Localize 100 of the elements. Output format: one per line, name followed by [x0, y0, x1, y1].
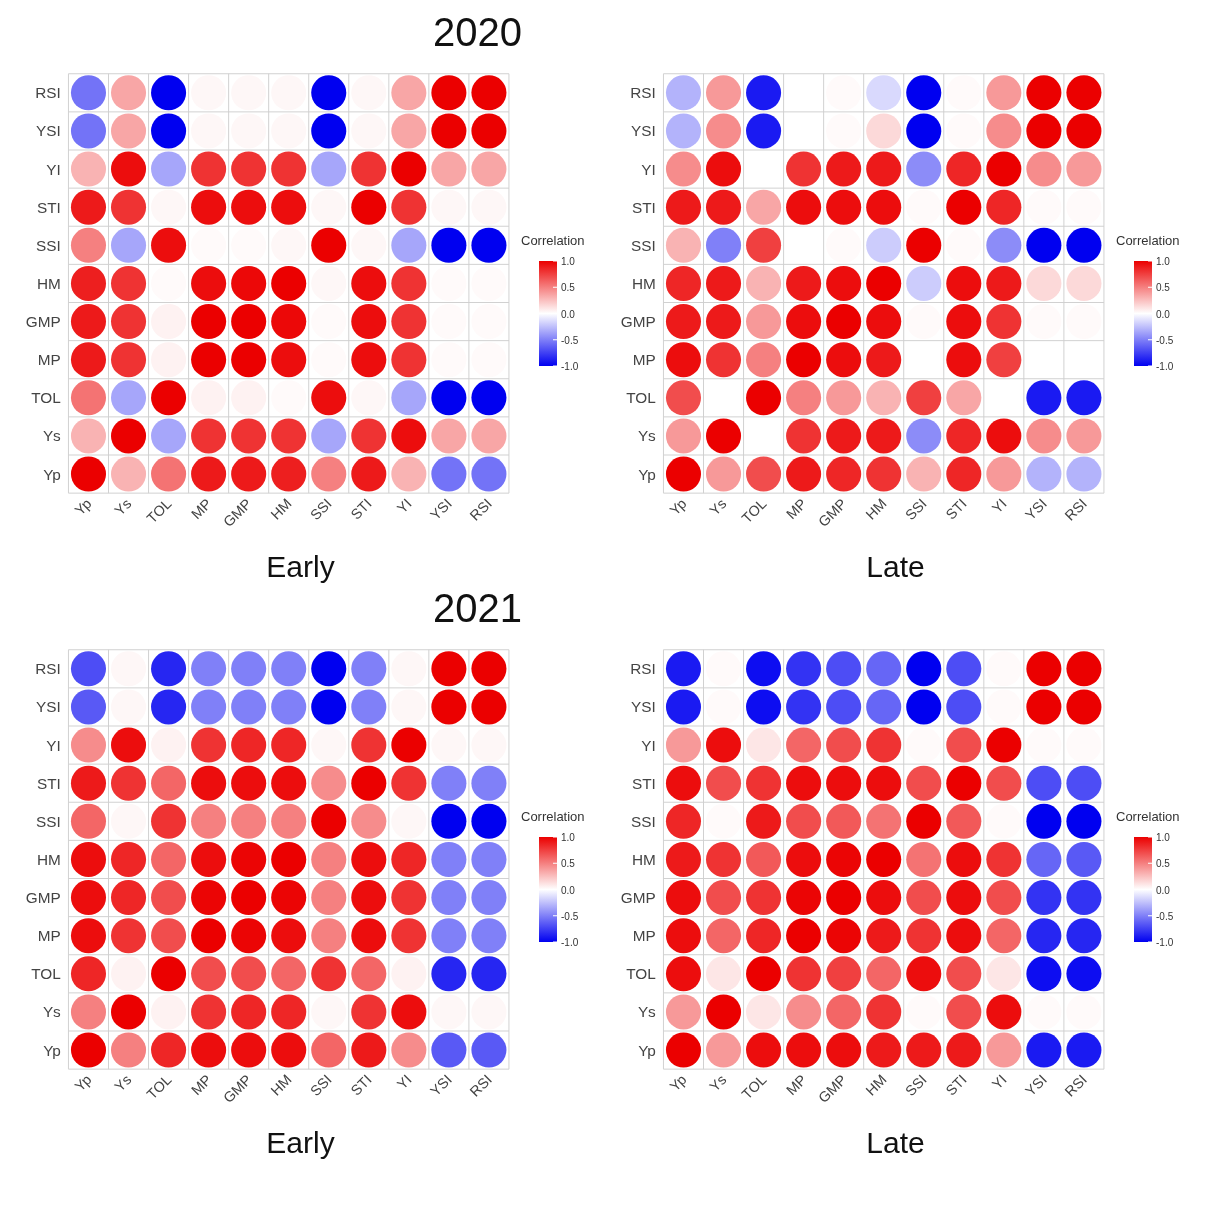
color-bar-title: Correlation [520, 233, 585, 248]
y-tick-label: TOL [31, 389, 62, 407]
x-tick-label: RSI [466, 1071, 495, 1100]
x-tick-label: STI [942, 1071, 970, 1099]
y-tick-label: GMP [620, 313, 656, 331]
y-tick-label: TOL [626, 389, 657, 407]
y-tick-label: Ys [637, 1003, 657, 1021]
x-tick-label: STI [347, 1071, 375, 1099]
y-tick-label: Yp [638, 1041, 656, 1059]
y-tick-label: Ys [637, 427, 657, 445]
color-bar-label: -0.5 [560, 910, 579, 922]
color-bar-label: 0.0 [1155, 308, 1170, 320]
y-tick-label: Ys [42, 427, 62, 445]
color-bar-label: 1.0 [560, 832, 575, 843]
x-tick-label: Yp [666, 495, 690, 519]
x-tick-label: HM [862, 495, 890, 523]
color-bar-label: -1.0 [1155, 361, 1174, 372]
chart-title: 2020 [433, 9, 522, 56]
color-bar-label: 0.0 [1155, 884, 1170, 896]
y-tick-label: HM [631, 274, 656, 292]
x-tick-label: Ys [706, 495, 730, 519]
x-tick-label: YSI [1022, 495, 1050, 524]
y-tick-label: Ys [42, 1003, 62, 1021]
y-tick-label: YSI [631, 122, 656, 140]
color-bar-title: Correlation [1115, 809, 1180, 824]
x-tick-label: HM [267, 495, 295, 523]
color-bar-label: 0.0 [560, 308, 575, 320]
x-tick-label: YSI [427, 1071, 455, 1100]
x-tick-label: MP [783, 495, 810, 523]
y-tick-label: Yp [43, 465, 61, 483]
y-tick-label: MP [37, 351, 61, 369]
x-tick-label: RSI [1061, 495, 1090, 524]
color-bar-label: 0.0 [560, 884, 575, 896]
color-bar-label: 0.5 [1155, 282, 1170, 294]
y-tick-label: RSI [35, 84, 61, 102]
y-tick-label: STI [631, 774, 656, 792]
color-bar-label: -0.5 [1155, 910, 1174, 922]
x-tick-label: STI [942, 495, 970, 523]
color-bar-label: 0.5 [560, 858, 575, 870]
y-tick-label: HM [36, 850, 61, 868]
x-tick-label: YI [988, 495, 1010, 517]
x-tick-label: YI [393, 495, 415, 517]
x-tick-label: Yp [71, 1071, 95, 1095]
color-bar-label: 0.5 [560, 282, 575, 294]
x-tick-label: Yp [71, 495, 95, 519]
x-tick-label: Yp [666, 1071, 690, 1095]
x-tick-label: Ys [111, 495, 135, 519]
x-tick-label: YSI [427, 495, 455, 524]
y-tick-label: RSI [630, 84, 656, 102]
x-tick-label: HM [267, 1071, 295, 1099]
x-tick-label: MP [783, 1071, 810, 1099]
x-axis-title: Early [265, 550, 336, 584]
y-tick-label: MP [37, 927, 61, 945]
color-bar-label: 1.0 [560, 256, 575, 267]
x-tick-label: Ys [706, 1071, 730, 1095]
color-bar-label: 1.0 [1155, 256, 1170, 267]
color-bar-title: Correlation [1115, 233, 1180, 248]
chart-title: 2021 [433, 585, 522, 632]
x-tick-label: SSI [307, 1071, 335, 1100]
color-bar-label: 0.5 [1155, 858, 1170, 870]
x-tick-label: TOL [738, 1071, 770, 1103]
y-tick-label: YI [641, 736, 656, 754]
y-tick-label: GMP [25, 313, 61, 331]
x-tick-label: Ys [111, 1071, 135, 1095]
y-tick-label: SSI [36, 812, 61, 830]
x-tick-label: TOL [738, 495, 770, 527]
x-tick-label: SSI [902, 1071, 930, 1100]
x-axis-title: Early [265, 1126, 336, 1160]
y-tick-label: YSI [36, 122, 61, 140]
x-tick-label: YI [393, 1071, 415, 1093]
y-tick-label: YI [46, 736, 61, 754]
y-tick-label: HM [36, 274, 61, 292]
x-tick-label: TOL [143, 495, 175, 527]
y-tick-label: YI [46, 160, 61, 178]
x-tick-label: MP [188, 495, 215, 523]
y-tick-label: TOL [31, 965, 62, 983]
y-tick-label: GMP [620, 889, 656, 907]
x-tick-label: YI [988, 1071, 1010, 1093]
color-bar-label: -0.5 [560, 334, 579, 346]
x-tick-label: SSI [902, 495, 930, 524]
x-tick-label: RSI [466, 495, 495, 524]
y-tick-label: YSI [631, 698, 656, 716]
x-tick-label: STI [347, 495, 375, 523]
y-tick-label: TOL [626, 965, 657, 983]
y-tick-label: SSI [631, 812, 656, 830]
y-tick-label: RSI [35, 660, 61, 678]
color-bar-label: 1.0 [1155, 832, 1170, 843]
color-bar-label: -1.0 [560, 361, 579, 372]
color-bar-label: -1.0 [560, 937, 579, 948]
x-tick-label: RSI [1061, 1071, 1090, 1100]
y-tick-label: STI [631, 198, 656, 216]
color-bar-label: -0.5 [1155, 334, 1174, 346]
y-tick-label: STI [36, 774, 61, 792]
y-tick-label: RSI [630, 660, 656, 678]
y-tick-label: SSI [36, 236, 61, 254]
x-tick-label: SSI [307, 495, 335, 524]
y-tick-label: YSI [36, 698, 61, 716]
y-tick-label: HM [631, 850, 656, 868]
y-tick-label: Yp [638, 465, 656, 483]
y-tick-label: GMP [25, 889, 61, 907]
